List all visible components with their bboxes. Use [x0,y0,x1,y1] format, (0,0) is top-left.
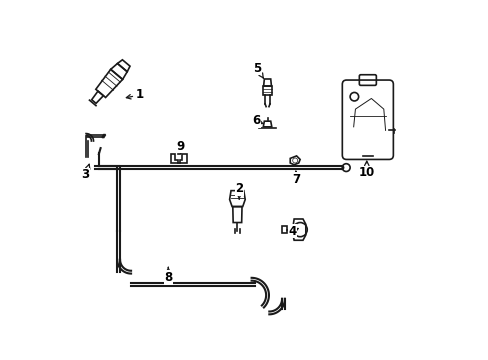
Text: 5: 5 [252,62,263,78]
Text: 2: 2 [235,183,243,199]
Text: 7: 7 [291,171,299,186]
Text: 3: 3 [81,164,90,181]
Text: 6: 6 [251,114,263,127]
Text: 8: 8 [164,267,172,284]
Text: 10: 10 [358,161,374,179]
Text: 1: 1 [126,89,143,102]
Text: 4: 4 [287,225,298,238]
Text: 9: 9 [176,140,184,154]
